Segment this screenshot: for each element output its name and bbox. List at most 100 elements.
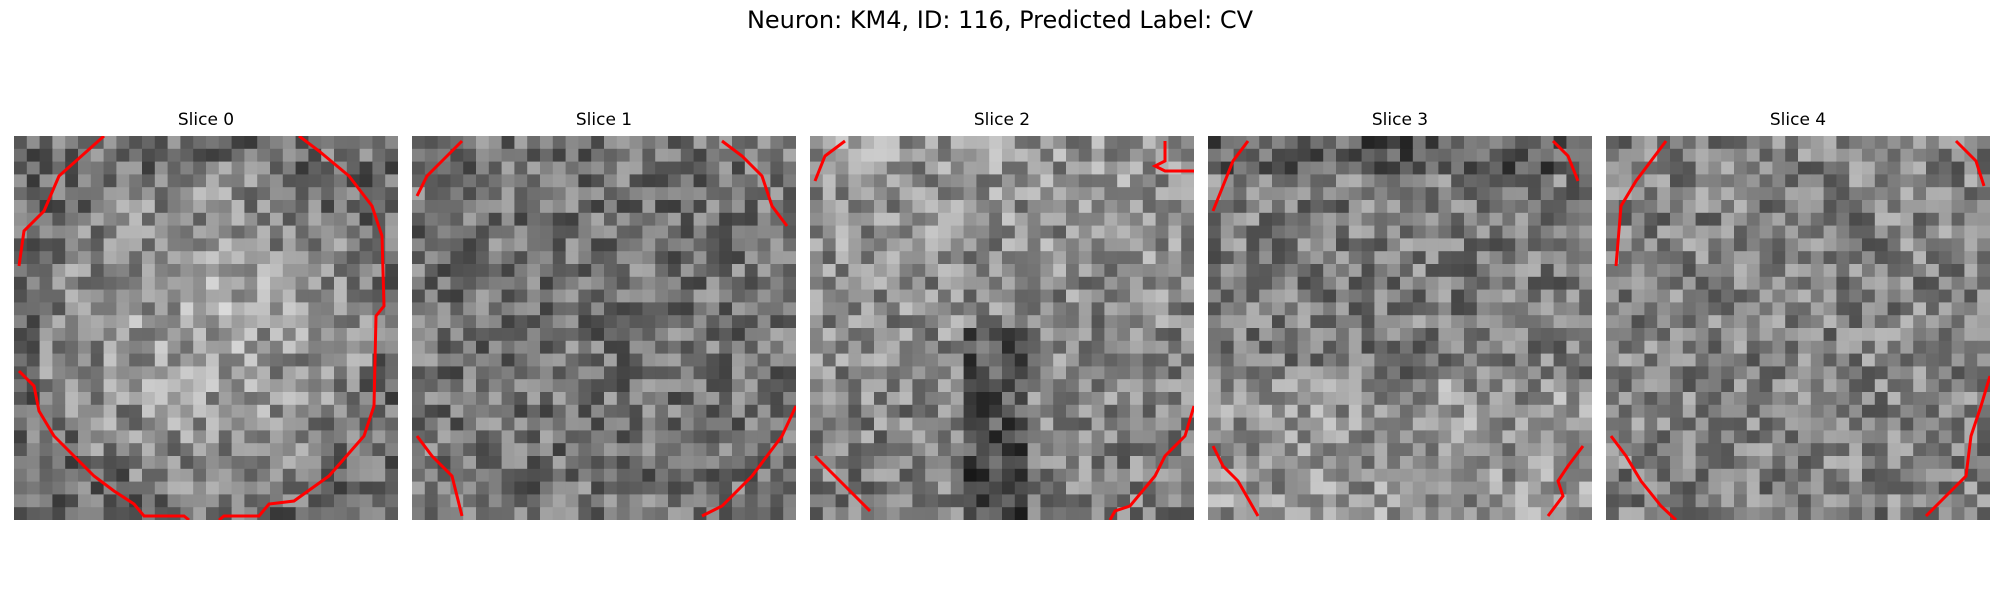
pixel xyxy=(385,481,398,495)
pixel xyxy=(180,148,194,163)
pixel xyxy=(116,392,130,406)
pixel xyxy=(385,366,398,380)
pixel xyxy=(1810,494,1825,508)
pixel xyxy=(1695,443,1709,457)
pixel xyxy=(680,340,695,355)
pixel xyxy=(244,136,258,150)
pixel xyxy=(308,174,322,188)
pixel xyxy=(1695,302,1709,316)
pixel xyxy=(1721,148,1735,163)
pixel xyxy=(1540,353,1555,367)
pixel xyxy=(1104,187,1118,201)
pixel xyxy=(1772,136,1786,150)
pixel xyxy=(514,392,528,406)
pixel xyxy=(1528,417,1542,431)
pixel xyxy=(1323,507,1337,520)
pixel xyxy=(1476,430,1491,444)
pixel xyxy=(167,481,181,495)
pixel xyxy=(1695,200,1709,214)
pixel xyxy=(1798,161,1812,175)
pixel xyxy=(1553,430,1567,444)
pixel xyxy=(206,379,220,393)
pixel xyxy=(231,161,245,175)
pixel xyxy=(270,148,284,163)
pixel xyxy=(680,379,695,393)
pixel xyxy=(321,443,335,457)
pixel xyxy=(1066,136,1080,150)
pixel xyxy=(1502,456,1516,470)
pixel xyxy=(167,392,181,406)
pixel xyxy=(308,328,322,342)
pixel xyxy=(167,468,181,483)
pixel xyxy=(1181,315,1194,329)
contour-line xyxy=(1546,445,1585,517)
pixel xyxy=(437,379,451,393)
pixel xyxy=(1387,417,1401,431)
pixel xyxy=(1734,200,1748,214)
pixel xyxy=(1130,328,1144,342)
pixel xyxy=(1862,340,1876,355)
pixel xyxy=(989,366,1003,380)
pixel xyxy=(1759,481,1773,495)
pixel xyxy=(744,302,759,316)
pixel xyxy=(321,200,335,214)
pixel xyxy=(437,507,451,520)
pixel xyxy=(1746,225,1761,239)
pixel xyxy=(1631,404,1645,419)
pixel xyxy=(1476,443,1491,457)
pixel xyxy=(231,481,245,495)
pixel xyxy=(244,417,258,431)
pixel xyxy=(976,136,990,150)
pixel xyxy=(540,187,554,201)
pixel xyxy=(1528,392,1542,406)
pixel xyxy=(129,174,143,188)
pixel xyxy=(1708,212,1722,227)
pixel xyxy=(1618,379,1633,393)
pixel xyxy=(822,340,837,355)
pixel xyxy=(1823,468,1837,483)
pixel xyxy=(1348,276,1363,291)
pixel xyxy=(1670,417,1684,431)
pixel xyxy=(1553,174,1567,188)
pixel xyxy=(206,366,220,380)
pixel xyxy=(783,443,796,457)
pixel xyxy=(1361,340,1375,355)
pixel xyxy=(39,340,53,355)
pixel xyxy=(565,494,579,508)
pixel xyxy=(1246,264,1260,278)
pixel xyxy=(1297,200,1311,214)
pixel xyxy=(270,225,284,239)
pixel xyxy=(912,481,926,495)
pixel xyxy=(1913,148,1927,163)
pixel xyxy=(103,456,117,470)
pixel xyxy=(1606,212,1620,227)
pixel xyxy=(52,468,66,483)
pixel xyxy=(1862,187,1876,201)
pixel xyxy=(578,392,592,406)
pixel xyxy=(103,264,117,278)
pixel xyxy=(1964,264,1978,278)
pixel xyxy=(976,264,990,278)
pixel xyxy=(1579,161,1592,175)
contour-line xyxy=(1211,140,1250,212)
pixel xyxy=(1451,443,1465,457)
pixel xyxy=(1040,315,1054,329)
pixel xyxy=(976,379,990,393)
pixel xyxy=(642,456,656,470)
pixel xyxy=(1361,404,1375,419)
pixel xyxy=(1823,212,1837,227)
pixel xyxy=(552,353,567,367)
pixel xyxy=(39,302,53,316)
pixel xyxy=(1078,379,1093,393)
pixel xyxy=(1618,430,1633,444)
pixel xyxy=(1476,302,1491,316)
pixel xyxy=(680,328,695,342)
pixel xyxy=(39,366,53,380)
pixel xyxy=(26,340,41,355)
pixel xyxy=(334,187,348,201)
pixel xyxy=(1926,251,1940,265)
pixel xyxy=(1233,430,1247,444)
pixel xyxy=(1618,353,1633,367)
pixel xyxy=(1130,315,1144,329)
pixel xyxy=(757,379,771,393)
